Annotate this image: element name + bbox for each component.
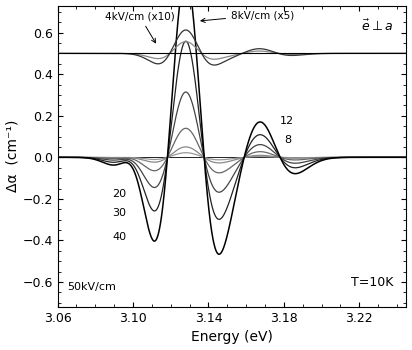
Text: 8kV/cm (x5): 8kV/cm (x5) [201, 10, 294, 22]
Y-axis label: Δα  (cm⁻¹): Δα (cm⁻¹) [5, 120, 19, 192]
Text: 8: 8 [284, 135, 291, 145]
Text: 12: 12 [280, 116, 294, 126]
Text: T=10K: T=10K [351, 275, 393, 289]
Text: 50kV/cm: 50kV/cm [67, 282, 116, 292]
Text: 4kV/cm (x10): 4kV/cm (x10) [105, 11, 174, 43]
Text: 30: 30 [112, 209, 126, 218]
Text: 40: 40 [112, 232, 126, 243]
Text: $\vec{e}\bot a$: $\vec{e}\bot a$ [361, 19, 393, 34]
X-axis label: Energy (eV): Energy (eV) [191, 330, 273, 344]
Text: 20: 20 [112, 189, 126, 199]
